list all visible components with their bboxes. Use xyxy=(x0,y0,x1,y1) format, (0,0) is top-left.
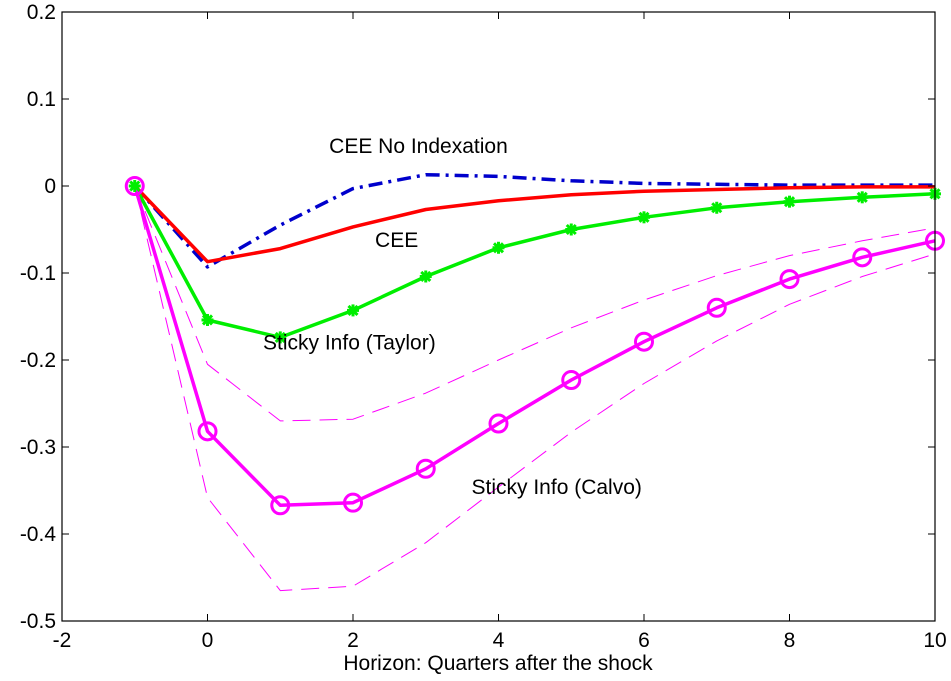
series-line-2 xyxy=(133,185,936,340)
series-line-5 xyxy=(134,185,936,592)
series-annotation: CEE No Indexation xyxy=(329,135,508,158)
series-3-point-10 xyxy=(852,247,873,268)
series-line-1 xyxy=(133,184,935,264)
series-layer xyxy=(133,172,936,592)
series-2-point-4 xyxy=(419,270,432,283)
x-tick-label: 4 xyxy=(493,629,505,652)
series-2-point-3 xyxy=(347,304,359,317)
y-tick-label: 0 xyxy=(44,175,56,198)
y-tick-label: -0.1 xyxy=(20,262,56,285)
y-tick-label: -0.3 xyxy=(20,436,56,459)
series-2-point-9 xyxy=(783,195,796,208)
y-tick-label: -0.4 xyxy=(20,523,57,546)
x-tick-label: 10 xyxy=(923,629,946,652)
series-3-point-5 xyxy=(488,413,509,434)
series-2-point-8 xyxy=(710,201,723,214)
y-tick-label: 0.2 xyxy=(27,1,56,24)
series-2-point-5 xyxy=(492,241,505,254)
series-2-point-2 xyxy=(274,331,287,344)
series-2-point-10 xyxy=(856,191,869,204)
x-tick-label: -2 xyxy=(53,629,72,652)
x-axis-label: Horizon: Quarters after the shock xyxy=(343,652,653,675)
tick-layer: -2 0 2 4 6 8 10 0.2 0.1 0 -0.1 -0.2 -0.3 -0.4 -0.5 xyxy=(20,1,947,652)
annotation-layer: CEE No Indexation CEE Sticky Info (Taylor)… xyxy=(263,135,642,499)
series-2-point-0 xyxy=(128,180,141,192)
series-2-point-7 xyxy=(638,211,650,224)
y-tick-label: 0.1 xyxy=(27,88,56,111)
series-3-point-8 xyxy=(706,297,727,318)
series-2-point-1 xyxy=(201,313,214,326)
series-annotation: Sticky Info (Taylor) xyxy=(263,332,436,355)
y-tick-label: -0.2 xyxy=(20,349,56,372)
series-3-point-3 xyxy=(343,492,363,513)
y-tick-label: -0.5 xyxy=(20,610,56,633)
series-3-point-6 xyxy=(561,370,582,391)
series-line-3 xyxy=(133,185,936,508)
series-3-point-9 xyxy=(779,269,800,290)
series-3-point-0 xyxy=(124,176,145,196)
plot-frame xyxy=(61,11,936,622)
series-line-0 xyxy=(133,172,935,269)
series-annotation: Sticky Info (Calvo) xyxy=(472,476,642,499)
marker-layer xyxy=(124,176,945,516)
series-3-point-7 xyxy=(634,331,654,352)
x-tick-label: 2 xyxy=(347,629,359,652)
series-line-4 xyxy=(134,185,936,422)
x-tick-label: 0 xyxy=(202,629,214,652)
series-annotation: CEE xyxy=(375,229,418,252)
series-3-point-4 xyxy=(415,458,436,479)
series-3-point-1 xyxy=(197,421,218,442)
x-tick-label: 8 xyxy=(784,629,796,652)
series-2-point-6 xyxy=(565,223,578,236)
series-3-point-2 xyxy=(270,495,291,516)
x-tick-label: 6 xyxy=(638,629,650,652)
